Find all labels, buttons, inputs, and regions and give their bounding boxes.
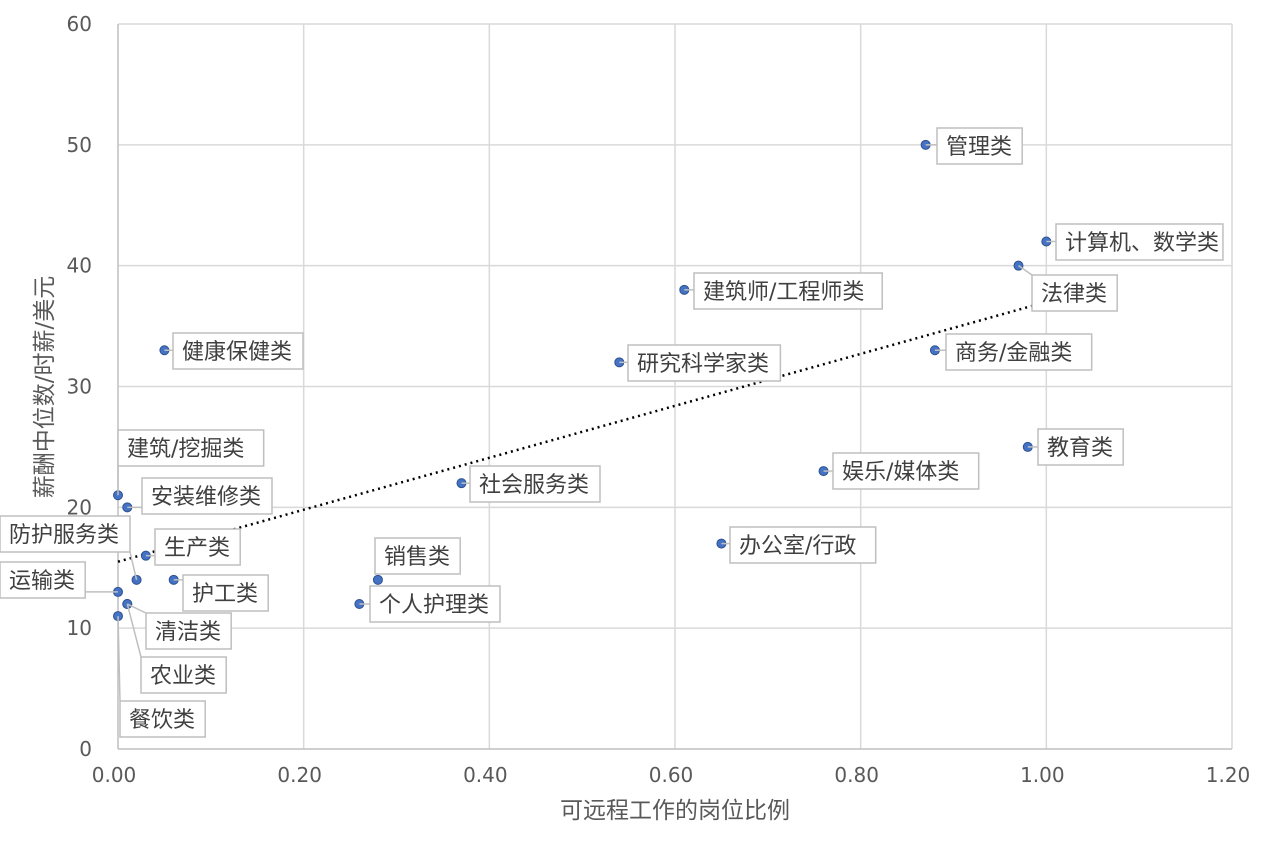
point-label-text: 餐饮类 [129,708,195,733]
points-layer [113,139,1052,622]
label-box [729,526,877,564]
label-box [1037,428,1124,466]
point-label: 研究科学家类 [619,344,782,382]
grid [118,23,1233,749]
point-label: 护工类 [173,574,269,612]
point-label-text: 农业类 [150,664,216,689]
trendline-layer [117,300,1047,563]
label-box [1031,274,1118,312]
label-box [0,561,86,599]
label-box [832,452,980,490]
x-tick-label: 0.40 [463,763,508,787]
label-box [119,700,206,738]
point-label: 防护服务类 [0,515,138,581]
label-box [936,127,1023,165]
x-tick-label: 1.00 [1020,763,1065,787]
point-label: 清洁类 [126,603,232,650]
point-label: 销售类 [374,537,461,575]
label-box [145,612,232,650]
data-point [122,599,133,609]
point-label: 健康保健类 [164,332,304,370]
point-label-text: 建筑/挖掘类 [127,437,244,462]
label-box [693,272,883,310]
x-tick-label: 0.00 [92,763,137,787]
point-label: 办公室/行政 [721,526,877,564]
x-tick-label: 0.80 [834,763,879,787]
point-label-text: 护工类 [192,582,258,607]
label-leader-line [117,616,121,702]
point-label: 法律类 [1018,265,1118,312]
x-tick-label: 1.20 [1206,763,1251,787]
point-label: 农业类 [126,603,227,694]
point-label-text: 建筑师/工程师类 [703,280,864,305]
label-box [182,574,269,612]
point-label: 建筑/挖掘类 [117,429,265,496]
point-label: 计算机、数学类 [1046,223,1224,261]
label-box [1055,223,1224,261]
label-box [140,656,227,694]
point-label: 管理类 [925,127,1023,165]
y-axis-title: 薪酬中位数/时薪/美元 [32,276,58,499]
y-tick-label: 40 [67,254,92,278]
point-label: 社会服务类 [461,465,601,503]
y-tick-label: 0 [79,737,92,761]
label-box [369,585,501,623]
y-tick-label: 30 [67,375,92,399]
point-label: 教育类 [1027,428,1124,466]
point-label: 餐饮类 [117,616,206,738]
point-label-text: 运输类 [9,569,75,594]
x-tick-label: 0.20 [277,763,322,787]
label-box [469,465,601,503]
point-label-text: 清洁类 [155,620,221,645]
point-label-text: 教育类 [1047,436,1113,461]
label-box [627,344,782,382]
label-leader-line [1018,265,1033,276]
point-label-text: 社会服务类 [479,473,589,498]
label-leader-line [126,603,147,614]
y-tick-label: 50 [67,133,92,157]
trendline [117,300,1047,563]
point-label-text: 法律类 [1041,282,1107,307]
point-label-text: 管理类 [946,135,1012,160]
point-label: 建筑师/工程师类 [684,272,883,310]
x-axis-title: 可远程工作的岗位比例 [560,798,790,824]
point-label: 安装维修类 [127,477,273,515]
point-label: 运输类 [0,561,118,599]
label-box [0,515,131,553]
label-leader-line [126,603,142,658]
point-label-text: 商务/金融类 [955,341,1072,366]
label-box [172,332,304,370]
point-label-text: 办公室/行政 [739,534,856,559]
point-label-text: 销售类 [384,545,450,570]
point-label-text: 安装维修类 [151,485,261,510]
point-label-text: 计算机、数学类 [1065,231,1219,256]
y-tick-label: 10 [67,616,92,640]
point-label: 商务/金融类 [934,333,1093,371]
point-label-text: 健康保健类 [182,340,292,365]
point-label-text: 防护服务类 [9,523,119,548]
label-box [117,429,265,467]
point-label: 个人护理类 [359,585,501,623]
point-label: 生产类 [145,528,241,566]
y-tick-label: 60 [67,12,92,36]
point-label-text: 娱乐/媒体类 [842,460,959,485]
point-label-text: 生产类 [164,536,230,561]
label-leader-line [129,551,138,581]
label-box [154,528,241,566]
point-label-text: 个人护理类 [379,593,489,618]
x-tick-label: 0.60 [649,763,694,787]
point-label-text: 研究科学家类 [637,352,769,377]
label-box [945,333,1093,371]
data-point [372,574,383,585]
label-box [374,537,461,575]
point-label: 娱乐/媒体类 [823,452,980,490]
label-box [141,477,273,515]
